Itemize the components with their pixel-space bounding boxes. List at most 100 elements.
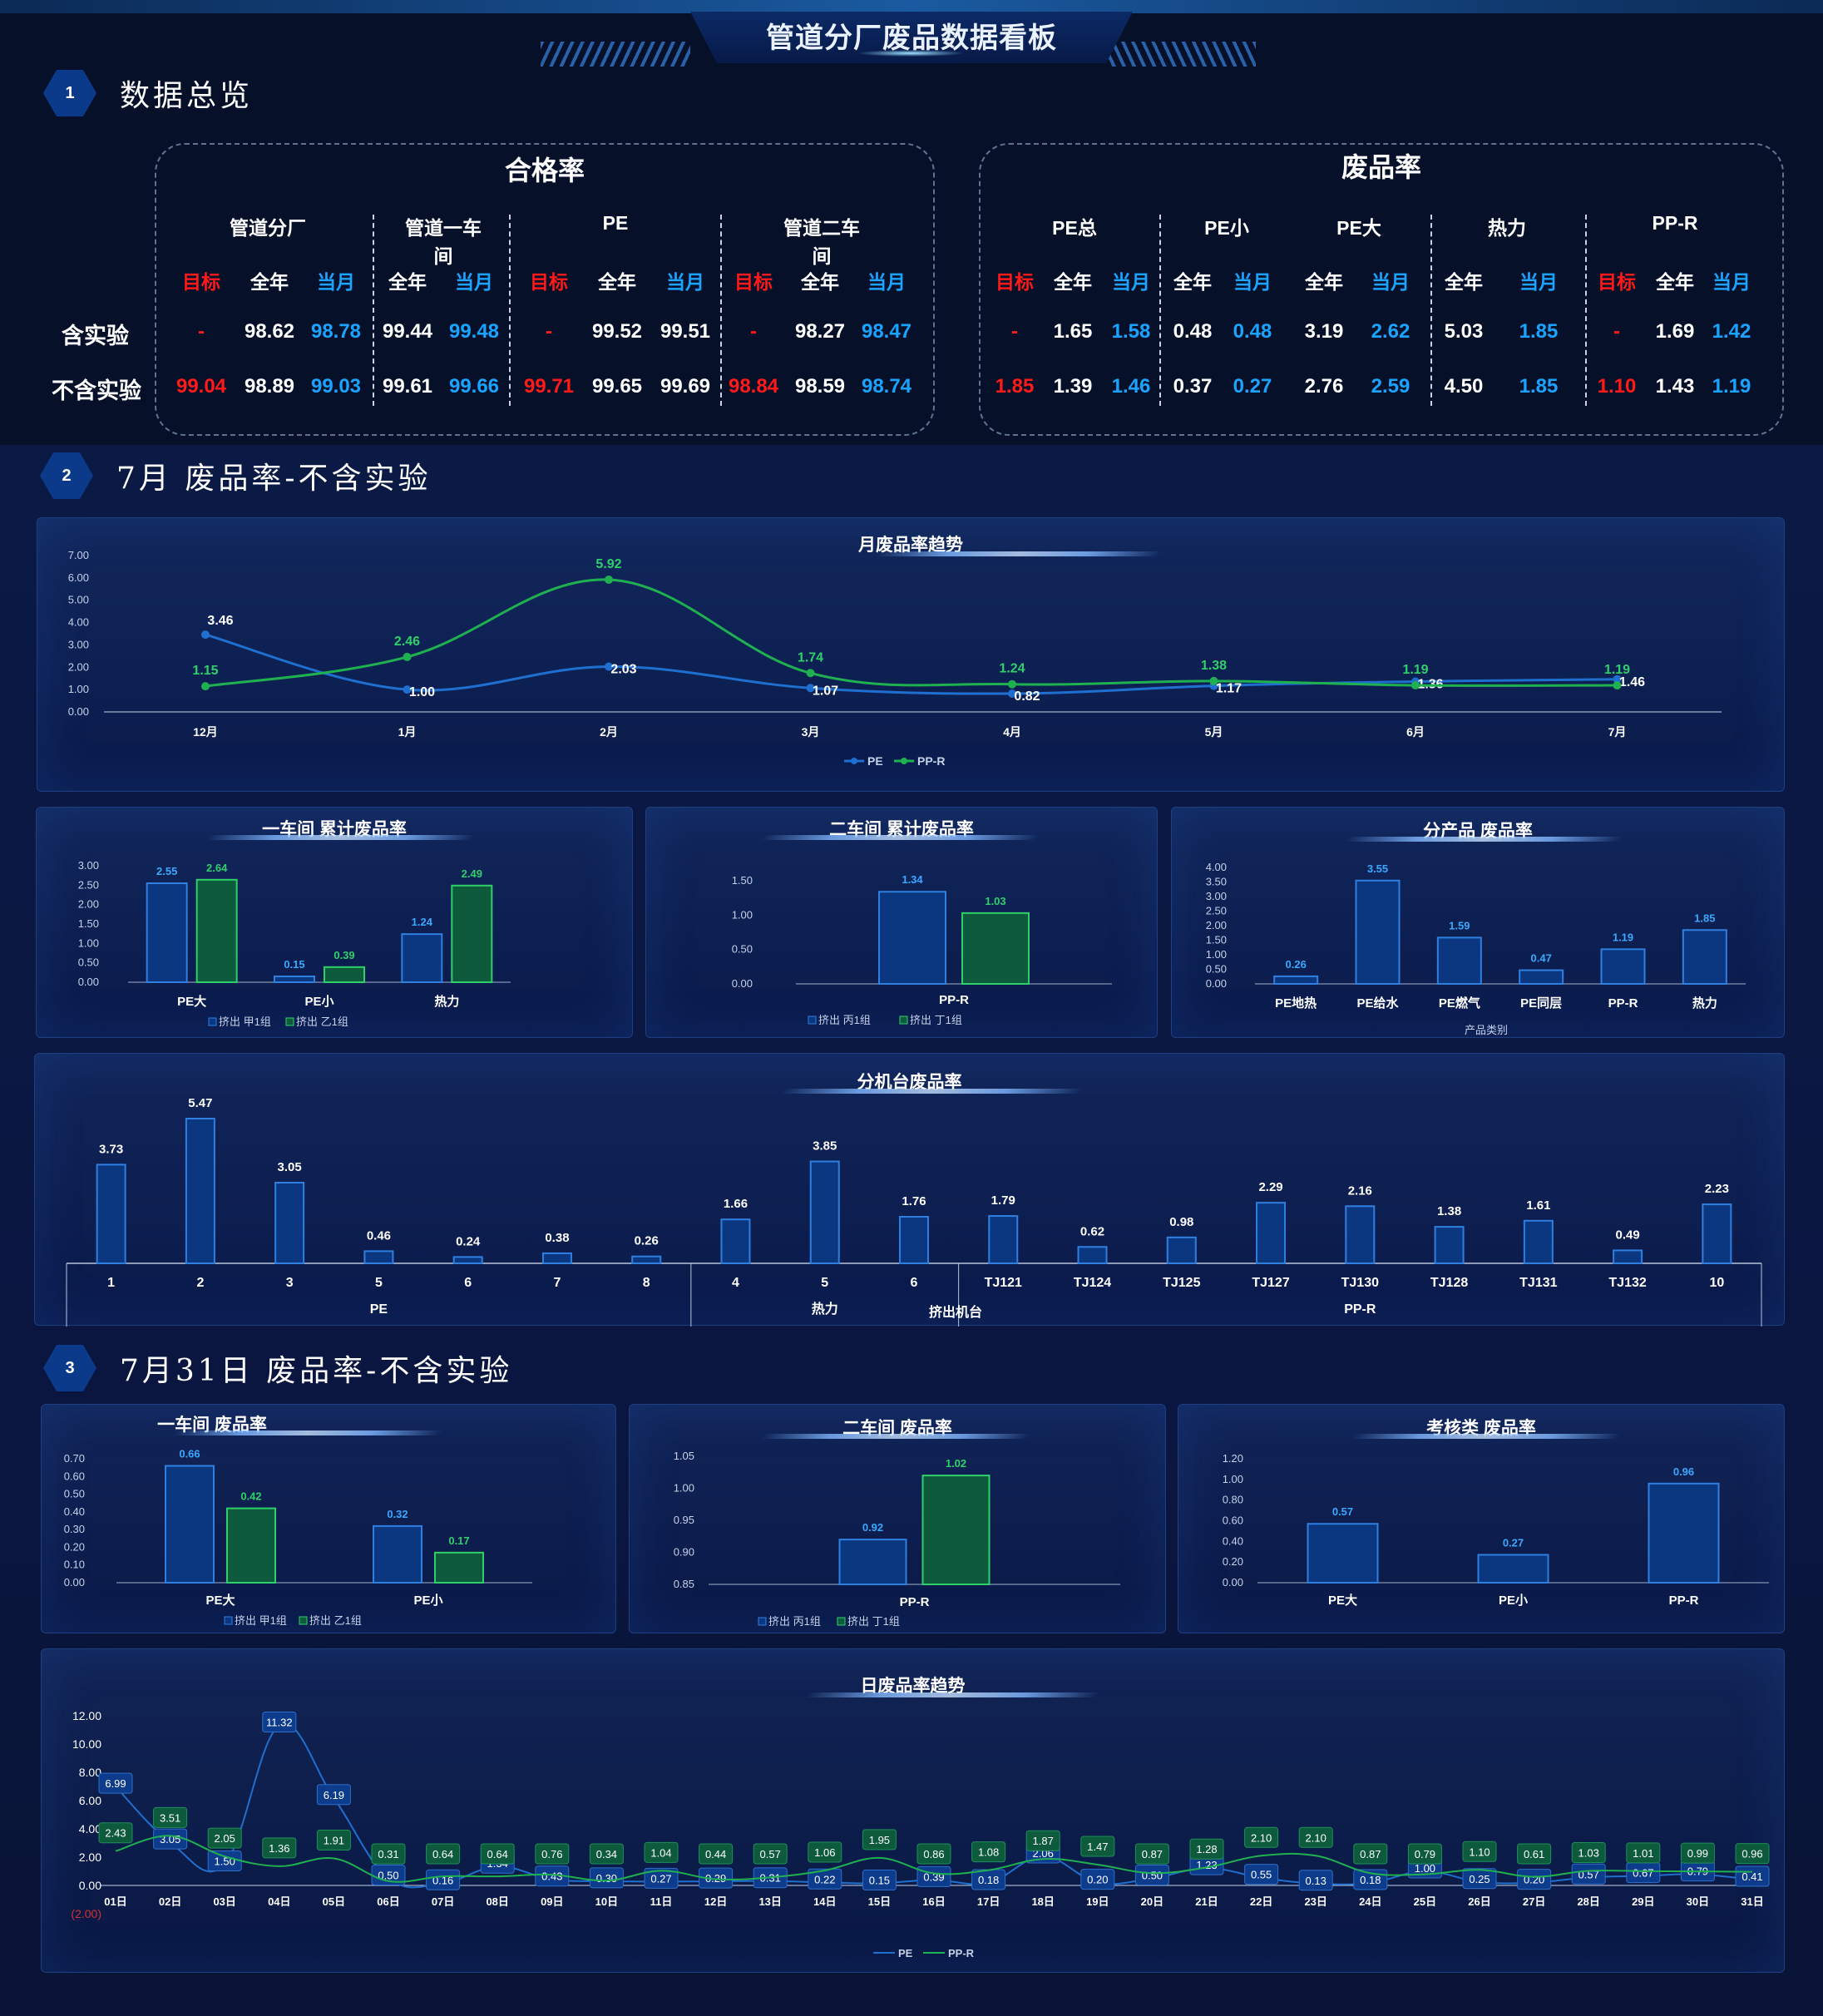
y-tick-label: 4.00 [1206,861,1227,873]
data-label: 1.74 [798,650,823,665]
category-label: 19日 [1086,1895,1109,1908]
y-tick-label: 0.00 [68,705,89,718]
category-label: 04日 [268,1895,290,1908]
series-line [205,578,1618,688]
y-tick-label: 1.50 [78,917,99,930]
data-label-box [153,1806,188,1828]
category-label: TJ132 [1608,1276,1646,1290]
y-tick-label: 1.20 [1223,1452,1243,1465]
kpi-value: - [1011,320,1018,343]
category-label: 10 [1709,1276,1724,1290]
data-label-box [262,1712,297,1733]
data-label: 1.38 [1201,659,1227,673]
data-label: 0.86 [923,1848,944,1860]
column-header: 全年 [1656,271,1694,293]
column-header: 全年 [388,271,427,293]
bar [1648,1482,1720,1584]
section-number: 2 [40,452,93,499]
y-tick-label: 3.00 [68,638,89,650]
data-label: 1.87 [1033,1835,1054,1847]
bar [1307,1523,1379,1584]
column-header: 全年 [250,271,289,293]
data-label: 1.10 [1469,1846,1490,1858]
bar [434,1551,484,1584]
data-point [605,576,613,585]
category-label: PE小 [304,995,333,1009]
data-label: 3.46 [207,614,233,628]
bar [1436,936,1482,986]
data-label-box [316,1830,351,1851]
bar [988,1215,1019,1265]
title-glow [857,50,965,57]
bar [1434,1226,1465,1264]
bar-value-label: 0.57 [1332,1505,1353,1518]
y-tick-label: 2.00 [1206,919,1227,931]
machine-panel: 分机台废品率 3.73 1 5.47 2 3.05 3 0.46 5 0.24 6 0.38 7 0.26… [34,1053,1785,1327]
bar [1345,1205,1376,1264]
data-label: 0.34 [596,1848,617,1860]
legend-swatch [837,1617,846,1626]
kpi-value: - [198,320,205,343]
scrap-rate-title: 废品率 [1341,152,1421,182]
bar-value-label: 1.61 [1526,1198,1550,1213]
y-tick-label: 0.40 [64,1505,85,1518]
y-tick-label: 6.00 [79,1794,101,1807]
column-divider [720,215,722,406]
category-label: PP-R [900,1595,930,1609]
bar-value-label: 0.26 [1286,958,1307,971]
legend-swatch [224,1616,233,1625]
bar [274,976,315,983]
bar-value-label: 2.16 [1348,1183,1372,1198]
legend-label: PE [898,1947,913,1959]
y-tick-label: 1.00 [68,683,89,695]
data-label: 1.95 [869,1834,890,1846]
chart-title: 一车间 累计废品率 [262,820,407,839]
data-label: 0.20 [1087,1874,1108,1886]
data-label: 1.07 [813,684,838,698]
data-point [1411,681,1420,690]
y-tick-label: (2.00) [71,1907,101,1920]
bar [1355,879,1401,985]
y-tick-label: 3.00 [1206,890,1227,902]
data-label-box [753,1843,788,1865]
kpi-value: 1.85 [995,375,1035,398]
bar-value-label: 1.79 [991,1193,1015,1208]
data-label-box [916,1843,951,1865]
x-axis-title: 产品类别 [1465,1024,1508,1036]
y-tick-label: 1.00 [1206,948,1227,961]
legend-label: 挤出 丙1组 [818,1014,871,1026]
data-label: 5.92 [595,557,621,571]
data-label: 1.91 [324,1835,344,1847]
kpi-value: 1.69 [1655,320,1695,343]
bar-value-label: 2.55 [156,865,177,877]
column-header: 全年 [1445,271,1483,293]
legend-swatch [299,1616,308,1625]
category-label: 6 [911,1276,918,1290]
category-label: PP-R [939,993,969,1007]
bar [401,933,443,983]
assess-chart: 0.00 0.20 0.40 0.60 0.80 1.00 1.20 PE大 0.57 PE小 0.… [1223,1452,1769,1608]
y-tick-label: 0.50 [64,1488,85,1500]
category-label: 16日 [922,1895,945,1908]
data-point [806,684,815,693]
kpi-value: 99.66 [448,375,500,398]
data-label: 0.13 [1306,1875,1326,1887]
data-label-box [1571,1841,1606,1863]
category-label: 10日 [595,1895,618,1908]
y-tick-label: 1.05 [674,1450,694,1462]
y-tick-label: 3.00 [78,859,99,872]
data-label-box [644,1867,679,1889]
bar-value-label: 0.15 [284,958,304,971]
category-label: 14日 [813,1895,836,1908]
y-tick-label: 2.00 [78,898,99,911]
column-divider [1430,215,1432,406]
kpi-value: 99.69 [660,375,711,398]
bar-value-label: 0.46 [367,1228,391,1243]
y-tick-label: 2.00 [68,660,89,673]
data-point [201,682,210,691]
data-label: 1.03 [1578,1846,1599,1859]
data-label: 1.17 [1216,682,1242,696]
category-label: 1月 [398,725,417,739]
chart-title: 二车间 废品率 [842,1419,952,1438]
bar-value-label: 3.05 [278,1160,302,1174]
